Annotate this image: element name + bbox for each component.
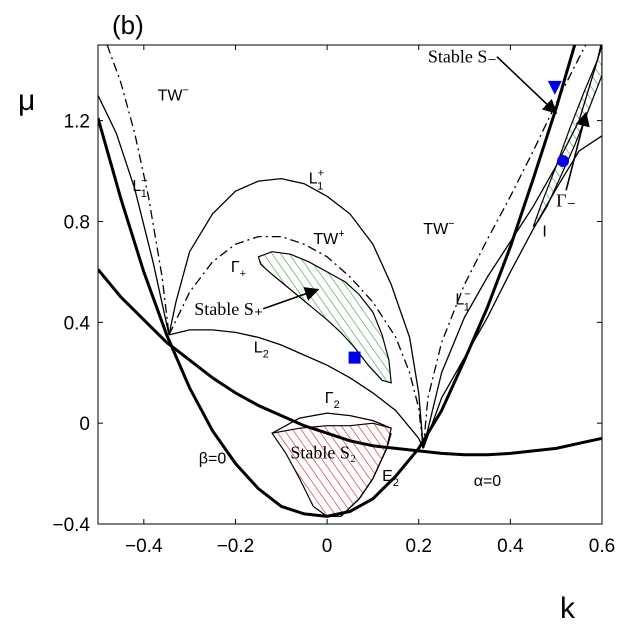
curve-I-line: [422, 135, 602, 449]
x-tick-label: 0.6: [589, 536, 615, 557]
annotations-layer: Stable S₊ Stable S₋ Stable S₂ Γ₋: [194, 47, 590, 462]
regions-layer: [257, 45, 602, 517]
y-tick-label: 1.2: [64, 112, 90, 133]
stable-S-plus-annotation: Stable S₊: [194, 299, 263, 319]
label-L1-minus-left: L− 1: [132, 175, 147, 200]
region-stable-S-plus: [257, 251, 392, 384]
curve-L2: [168, 329, 424, 449]
x-tick-label: 0: [322, 536, 333, 557]
label-Gamma2: Γ2: [325, 390, 340, 411]
curve-alpha-zero: [98, 268, 602, 457]
label-beta-zero: β=0: [199, 450, 227, 467]
label-L1-minus-right: L− 1: [455, 289, 470, 314]
marker-square: [348, 351, 361, 364]
y-tick-label: 0.4: [64, 313, 91, 334]
label-TW-minus-left: TW−: [158, 84, 189, 104]
gamma-minus-annotation-arrow: [565, 111, 590, 191]
stable-S-minus-annotation-arrow: [496, 56, 558, 115]
x-tick-label: −0.2: [217, 536, 255, 557]
label-TW-minus-right: TW−: [423, 218, 454, 238]
labels-layer: TW− L− 1 L+ 1 TW+ Γ+ L2 Γ2 β=0 E2 α=0 TW− L− 1 I: [132, 84, 547, 490]
panel-label: (b): [112, 10, 144, 40]
x-tick-label: −0.4: [125, 536, 163, 557]
curve-L1-minus-right: [422, 45, 602, 449]
curve-beta-zero: [98, 45, 577, 518]
curve-E2: [340, 433, 392, 517]
stable-S-minus-annotation: Stable S₋: [428, 47, 497, 67]
label-TW-plus: TW+: [313, 228, 344, 248]
stable-S-plus-annotation-arrow: [262, 287, 320, 310]
y-tick-label: 0.8: [64, 212, 90, 233]
curve-L1-minus-left: [98, 95, 170, 336]
y-axis-title: μ: [18, 84, 35, 117]
label-L1-plus: L+ 1: [309, 168, 324, 193]
stable-S2-annotation: Stable S₂: [290, 442, 356, 462]
curve-TW-minus-left: [106, 45, 170, 335]
ticks-layer: −0.4 −0.2 0 0.2 0.4 0.6 −0.4 0 0.4 0.8 1.2: [52, 45, 615, 557]
plot-frame: [97, 44, 603, 525]
curve-L1-plus: [168, 177, 424, 449]
marker-circle: [557, 154, 570, 167]
gamma-minus-annotation: Γ₋: [556, 190, 576, 210]
curve-TW-plus: [168, 235, 424, 449]
curve-Gamma2: [271, 412, 392, 434]
curves-layer: [98, 45, 602, 518]
marker-triangle: [547, 80, 562, 95]
y-tick-label: −0.4: [52, 515, 90, 536]
markers-layer: [348, 80, 570, 364]
x-axis-title: k: [560, 592, 576, 625]
y-tick-label: 0: [79, 414, 90, 435]
x-tick-label: 0.4: [497, 536, 524, 557]
label-E2: E2: [382, 468, 399, 489]
label-Gamma-plus: Γ+: [231, 259, 246, 280]
region-stable-S2: [271, 422, 392, 517]
label-I-label: I: [542, 224, 546, 241]
x-tick-label: 0.2: [406, 536, 432, 557]
label-alpha-zero: α=0: [474, 473, 502, 490]
curve-TW-minus-right: [422, 45, 587, 449]
label-L2: L2: [254, 340, 269, 361]
